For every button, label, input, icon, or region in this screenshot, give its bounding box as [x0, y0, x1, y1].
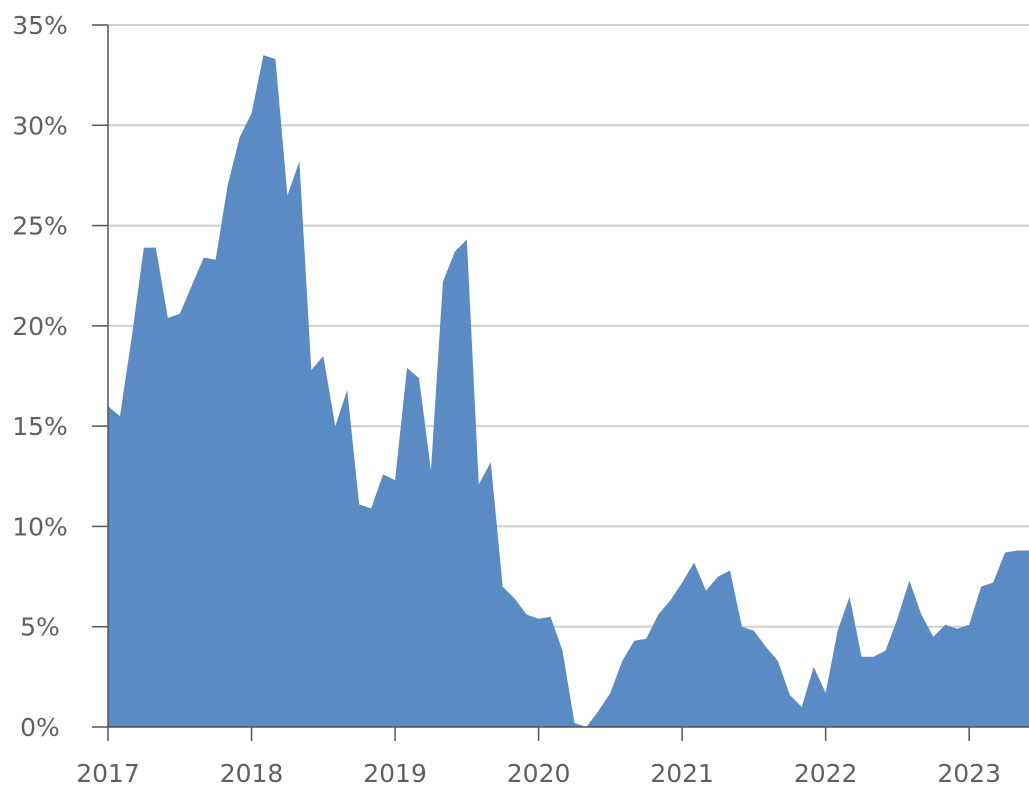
x-tick-label: 2021	[650, 759, 714, 788]
y-tick-label: 10%	[12, 512, 68, 541]
x-tick-labels: 2017 2018 2019 2020 2021 2022 2023	[76, 759, 1001, 788]
y-tick-label: 25%	[12, 212, 68, 241]
y-tick-label: 15%	[12, 412, 68, 441]
x-tick-label: 2019	[363, 759, 427, 788]
y-tick-labels: 0% 5% 10% 15% 20% 25% 30% 35%	[12, 11, 68, 742]
x-tick-label: 2020	[507, 759, 571, 788]
x-tick-label: 2023	[937, 759, 1001, 788]
x-tick-label: 2022	[794, 759, 858, 788]
area-path	[108, 55, 1029, 727]
y-tick-label: 35%	[12, 11, 68, 40]
y-tick-label: 0%	[20, 713, 60, 742]
y-tick-label: 30%	[12, 111, 68, 140]
x-tick-label: 2018	[220, 759, 284, 788]
x-tick-label: 2017	[76, 759, 140, 788]
y-tick-label: 5%	[20, 613, 60, 642]
area-series	[108, 55, 1029, 727]
y-tick-label: 20%	[12, 312, 68, 341]
axes	[92, 24, 1029, 741]
